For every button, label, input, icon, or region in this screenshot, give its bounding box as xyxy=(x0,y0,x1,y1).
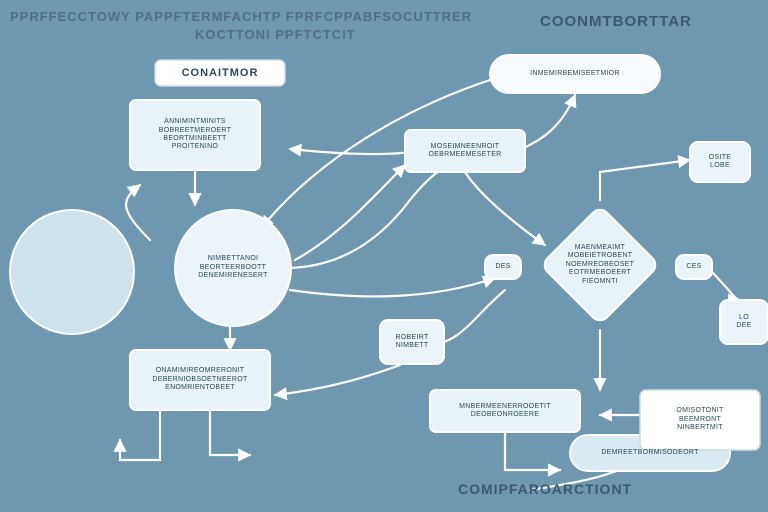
node-text-line: BEEMRONT xyxy=(679,416,721,424)
node-text-line: OEBRMEEMESETER xyxy=(428,151,501,159)
flowchart-canvas: CONAITMORANNIMINTMINITSBOBREETMEROERTBEO… xyxy=(0,0,768,512)
node-label-c2: NIMBETTANOIBEORTEERBOOTTDENEMIRENESERT xyxy=(175,210,291,326)
edge xyxy=(600,160,690,200)
edge xyxy=(300,150,410,154)
node-label-pill1: INMEMIRBEMISEETMIOR xyxy=(490,55,660,93)
node-label-n4: MNBERMEENERROOETITDEOBEONROEERE xyxy=(430,390,580,432)
node-text-line: DEE xyxy=(736,322,751,330)
node-text-line: INMEMIRBEMISEETMIOR xyxy=(530,70,620,78)
node-text-line: OMISOTONIT xyxy=(676,407,723,415)
node-text-line: NIMBETTANOI xyxy=(208,255,259,263)
title-t2: KOCTTONI PPFTCTCIT xyxy=(195,27,356,42)
edge xyxy=(710,270,740,300)
node-label-dia: MAENMEAIMTMOBEIETROBENTNOEMREOBEOSETEOTR… xyxy=(540,205,660,325)
edge xyxy=(295,165,405,260)
edge xyxy=(290,278,495,296)
node-text-line: EOTRMEBOEERT xyxy=(569,269,631,277)
node-label-n3side: OSITELOBE xyxy=(690,142,750,182)
node-text-line: MOSEIMNEENROIT xyxy=(431,143,500,151)
node-text-line: ROBEIRT xyxy=(395,334,428,342)
node-text-line: BOBREETMEROERT xyxy=(159,127,232,135)
title-t1: PPRFFECCTOWY PAPPFTERMFACHTP FPRFCPPABFS… xyxy=(10,9,472,24)
node-text-line: BEORTEERBOOTT xyxy=(200,264,266,272)
node-label-hdr1: CONAITMOR xyxy=(155,60,285,86)
edge xyxy=(120,410,160,460)
node-label-diaR: CES xyxy=(676,255,712,279)
node-label-diaL: DES xyxy=(485,255,521,279)
node-text-line: DEOBEONROEERE xyxy=(471,411,539,419)
edge xyxy=(505,432,560,470)
node-text-line: LOBE xyxy=(710,162,730,170)
node-text-line: DEMREETBORMISODEORT xyxy=(601,449,698,457)
node-text-line: DES xyxy=(495,263,510,271)
node-text-line: DEBERNIOBSOETNEEROT xyxy=(152,376,247,384)
title-t4: COMIPFAROARCTIONT xyxy=(458,481,632,497)
node-text-line: LO xyxy=(739,314,749,322)
node-text-line: MAENMEAIMT xyxy=(575,244,625,252)
node-text-line: ONAMIMIREOMRERONIT xyxy=(156,367,245,375)
node-label-n1: ANNIMINTMINITSBOBREETMEROERTBEORTMINBEET… xyxy=(130,100,260,170)
node-text-line: NIMBETT xyxy=(396,342,429,350)
title-t3: COONMTBORTTAR xyxy=(540,13,692,30)
edge xyxy=(465,172,545,245)
edge xyxy=(210,410,250,455)
edge xyxy=(275,365,400,395)
node-text-line: FIEOMNTI xyxy=(582,278,618,286)
edge xyxy=(520,95,575,150)
node-text-line: NOEMREOBEOSET xyxy=(566,261,634,269)
node-text-line: MOBEIETROBENT xyxy=(568,252,633,260)
node-text-line: CES xyxy=(686,263,701,271)
node-text-line: MNBERMEENERROOETIT xyxy=(459,403,551,411)
node-label-n3side2: LODEE xyxy=(720,300,768,344)
node-label-c1 xyxy=(10,210,134,334)
node-text-line: DENEMIRENESERT xyxy=(198,272,267,280)
node-text-line: BEORTMINBEETT xyxy=(163,135,226,143)
node-label-hdr2: OMISOTONITBEEMRONTNINBERTMIT xyxy=(640,390,760,450)
node-label-n3: MOSEIMNEENROITOEBRMEEMESETER xyxy=(405,130,525,172)
node-text-line: ENOMRIENTOBEET xyxy=(165,384,235,392)
node-text-line: OSITE xyxy=(709,154,732,162)
node-text-line: ANNIMINTMINITS xyxy=(164,118,226,126)
node-label-n2: ONAMIMIREOMRERONITDEBERNIOBSOETNEEROTENO… xyxy=(130,350,270,410)
node-text-line: PROITENINO xyxy=(172,143,219,151)
node-text-line: NINBERTMIT xyxy=(677,424,723,432)
node-label-sm1: ROBEIRTNIMBETT xyxy=(380,320,444,364)
